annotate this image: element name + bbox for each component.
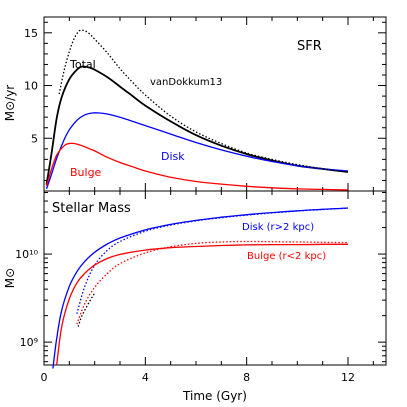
series-line-top-bulge [45, 142, 349, 191]
x-tick-label: 12 [341, 371, 355, 384]
annotation-disk: Disk [161, 150, 185, 163]
x-tick-label: 0 [41, 371, 48, 384]
y-tick-label-top: 15 [24, 27, 38, 40]
bottom-panel-ticks [43, 191, 386, 365]
series-line-top-vandokkum13 [58, 29, 349, 173]
annotation-total: Total [69, 58, 96, 71]
y-tick-label-top: 5 [31, 132, 38, 145]
bottom-panel-title: Stellar Mass [52, 201, 131, 216]
x-axis-title: Time (Gyr) [182, 389, 247, 403]
annotation-bulge-r-lt-2kpc: Bulge (r<2 kpc) [247, 251, 326, 262]
tick-labels: 0 4 8 12 5 10 15 10⁹ 10¹⁰ [15, 27, 355, 384]
top-panel-series [45, 29, 349, 191]
bottom-panel-series [52, 207, 349, 369]
series-line-bottom-bulge-dotted [76, 240, 349, 325]
series-line-top-total [45, 65, 349, 185]
series-line-bottom-total-dotted [77, 292, 96, 327]
y-tick-label-bottom: 10¹⁰ [15, 248, 38, 261]
bottom-y-axis-title: M⊙ [3, 268, 17, 288]
top-panel-frame [43, 16, 387, 192]
series-line-bottom-disk-r-2-kpc [52, 207, 349, 369]
annotation-disk-r-gt-2kpc: Disk (r>2 kpc) [242, 222, 314, 233]
annotation-vandokkum13: vanDokkum13 [150, 77, 222, 88]
top-y-axis-title: M⊙/yr [3, 85, 17, 122]
x-tick-label: 4 [142, 371, 149, 384]
series-line-top-disk [45, 112, 349, 190]
bottom-panel-frame [43, 190, 387, 366]
top-panel-ticks [43, 17, 386, 191]
x-tick-label: 8 [243, 371, 250, 384]
annotation-bulge: Bulge [70, 166, 102, 179]
series-line-bottom-bulge-r-2-kpc [56, 243, 348, 366]
series-line-bottom-disk-dotted [76, 207, 349, 314]
y-tick-label-bottom: 10⁹ [20, 336, 38, 349]
y-tick-label-top: 10 [24, 80, 38, 93]
top-panel-title: SFR [297, 39, 322, 54]
